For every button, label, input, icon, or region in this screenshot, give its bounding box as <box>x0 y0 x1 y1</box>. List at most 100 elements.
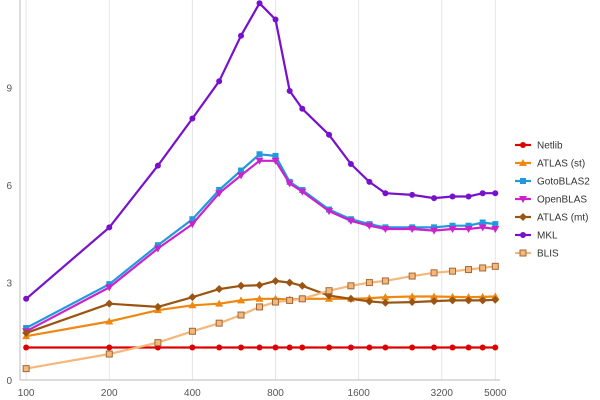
legend-label: GotoBLAS2 <box>537 177 590 188</box>
data-point-mkl <box>431 195 438 202</box>
data-point-atlas-mt <box>478 296 487 305</box>
data-point-mkl <box>189 115 196 122</box>
data-point-netlib <box>431 344 438 351</box>
data-point-mkl <box>216 78 223 85</box>
data-point-atlas-mt <box>448 296 457 305</box>
data-point-openblas <box>448 225 457 233</box>
data-point-atlas-mt <box>365 297 374 306</box>
data-point-atlas-st <box>430 292 439 300</box>
legend-item-mkl[interactable]: MKL <box>515 231 558 242</box>
series-line-mkl <box>25 2 496 300</box>
data-point-mkl <box>154 162 161 169</box>
data-point-blis <box>256 303 264 311</box>
data-point-mkl <box>272 16 279 23</box>
y-tick-label: 3 <box>6 279 12 290</box>
data-point-atlas-st <box>215 299 224 307</box>
data-point-mkl <box>256 0 263 7</box>
legend-item-atlas-mt[interactable]: ATLAS (mt) <box>515 213 588 224</box>
data-point-blis <box>22 365 30 373</box>
data-point-openblas <box>271 157 280 165</box>
legend-swatch-marker <box>519 196 527 203</box>
data-point-netlib <box>366 344 373 351</box>
data-point-mkl <box>238 32 245 39</box>
data-point-atlas-st <box>105 317 114 325</box>
legend-item-atlas-st[interactable]: ATLAS (st) <box>515 159 585 170</box>
data-point-atlas-st <box>237 296 246 304</box>
series-netlib <box>23 344 499 351</box>
x-tick-label: 400 <box>184 388 201 399</box>
data-point-mkl <box>465 193 472 200</box>
data-point-mkl <box>479 190 486 197</box>
data-point-openblas <box>188 221 197 229</box>
series-line-openblas <box>25 159 496 333</box>
data-point-openblas <box>365 222 374 230</box>
data-point-mkl <box>449 193 456 200</box>
x-tick-label: 800 <box>267 388 284 399</box>
data-point-netlib <box>479 344 486 351</box>
data-point-atlas-mt <box>22 328 31 337</box>
data-point-netlib <box>23 344 30 351</box>
data-point-openblas <box>255 157 264 165</box>
data-point-atlas-mt <box>215 285 224 294</box>
series-openblas <box>22 157 500 336</box>
legend-swatch-marker <box>520 178 526 184</box>
data-point-netlib <box>492 344 499 351</box>
legend-item-blis[interactable]: BLIS <box>515 249 559 260</box>
data-point-netlib <box>382 344 389 351</box>
legend-label: BLIS <box>537 249 559 260</box>
legend-label: MKL <box>537 231 558 242</box>
data-point-openblas <box>408 225 417 233</box>
data-point-netlib <box>347 344 354 351</box>
data-point-blis <box>237 311 245 319</box>
legend-label: OpenBLAS <box>537 195 587 206</box>
legend-item-openblas[interactable]: OpenBLAS <box>515 195 587 206</box>
data-point-atlas-st <box>408 292 417 300</box>
data-point-atlas-st <box>255 294 264 302</box>
data-point-blis <box>381 277 389 285</box>
series-line-atlas-st <box>26 295 496 338</box>
data-point-openblas <box>325 208 334 216</box>
data-point-blis <box>430 269 438 277</box>
data-point-openblas <box>464 225 473 233</box>
data-point-atlas-mt <box>237 281 246 290</box>
data-point-netlib <box>299 344 306 351</box>
legend-swatch-marker <box>519 213 527 221</box>
series-line-blis <box>26 265 496 370</box>
data-point-blis <box>154 339 162 347</box>
data-point-gotoblas2 <box>23 325 30 332</box>
data-point-atlas-mt <box>346 294 355 303</box>
data-point-atlas-st <box>188 301 197 309</box>
y-tick-label: 0 <box>6 376 12 387</box>
data-point-gotoblas2 <box>431 224 438 231</box>
data-point-mkl <box>286 87 293 94</box>
data-point-openblas <box>237 172 246 180</box>
data-point-blis <box>105 350 113 358</box>
data-point-gotoblas2 <box>272 152 279 159</box>
data-point-gotoblas2 <box>154 242 161 249</box>
axis-layer: 100 200 400 800 1600 3200 5000 0 3 6 9 <box>6 0 507 399</box>
data-point-atlas-mt <box>408 298 417 307</box>
y-tick-label: 6 <box>6 181 12 192</box>
legend-item-gotoblas2[interactable]: GotoBLAS2 <box>515 177 590 188</box>
y-tick-label: 9 <box>6 84 12 95</box>
legend-label: ATLAS (st) <box>537 159 585 170</box>
data-point-netlib <box>409 344 416 351</box>
data-point-netlib <box>465 344 472 351</box>
data-point-blis <box>365 279 373 287</box>
data-point-atlas-mt <box>464 296 473 305</box>
data-point-atlas-mt <box>430 297 439 306</box>
x-tick-label: 1600 <box>348 388 371 399</box>
data-point-openblas <box>346 217 355 225</box>
data-point-gotoblas2 <box>216 187 223 193</box>
data-point-atlas-mt <box>298 281 307 290</box>
data-point-netlib <box>449 344 456 351</box>
data-point-blis <box>491 262 499 270</box>
data-point-openblas <box>298 188 307 196</box>
x-tick-label: 5000 <box>484 388 507 399</box>
legend-item-netlib[interactable]: Netlib <box>515 141 563 152</box>
legend-swatch-marker <box>519 249 527 257</box>
legend-label: Netlib <box>537 141 563 152</box>
series-atlas-st <box>22 292 500 340</box>
data-point-atlas-mt <box>491 295 500 304</box>
